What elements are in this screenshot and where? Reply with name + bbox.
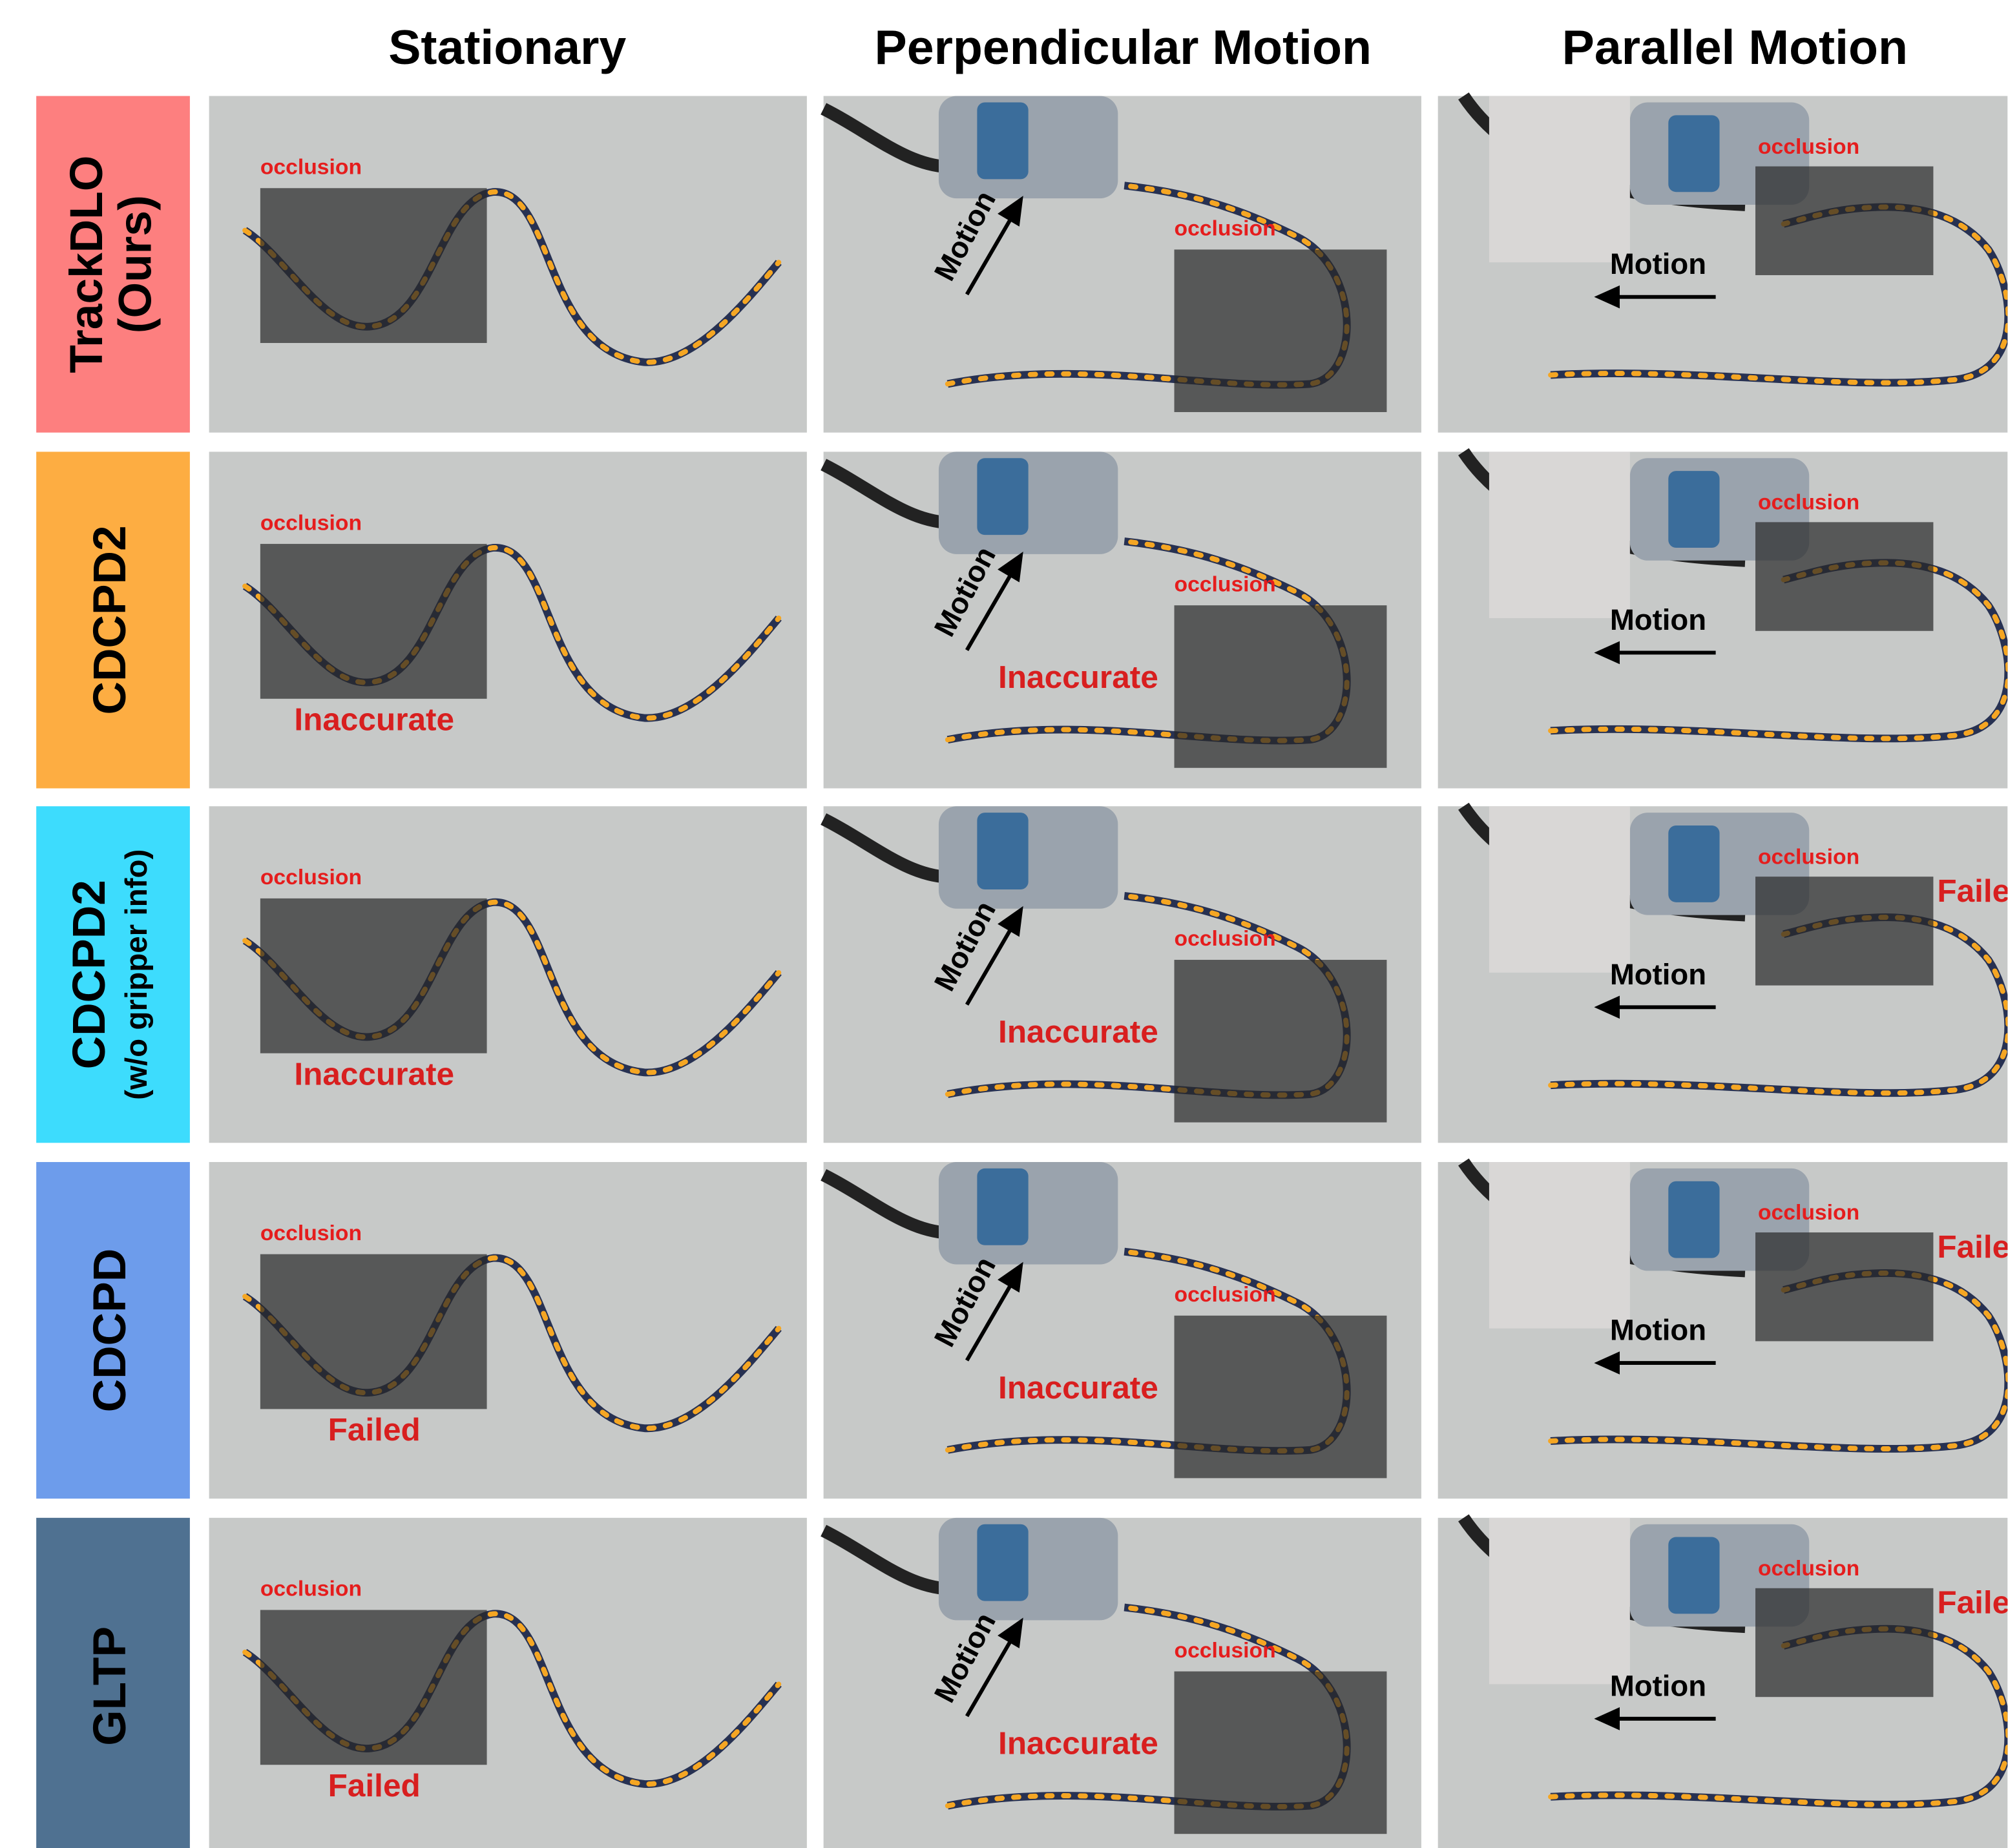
occlusion-label: occlusion xyxy=(260,1577,362,1601)
robot-wrist xyxy=(977,813,1028,889)
image-cell: occlusion Motion Failed xyxy=(1438,1518,2008,1848)
figure-body: Stationary Perpendicular Motion Parallel M… xyxy=(36,20,2008,1848)
occlusion-label: occlusion xyxy=(1175,217,1276,241)
result-label: Inaccurate xyxy=(294,1056,454,1092)
image-cell: occlusion Inaccurate xyxy=(209,452,807,788)
result-label: Failed xyxy=(1937,1585,2008,1621)
row-label-text: GLTP xyxy=(84,1626,136,1746)
image-cell: occlusion xyxy=(209,96,807,433)
row-label-sub: (w/o gripper info) xyxy=(120,849,154,1100)
occlusion-box xyxy=(1175,1316,1387,1479)
occlusion-box xyxy=(1755,167,1933,275)
column-header: Stationary xyxy=(388,20,626,74)
occlusion-box xyxy=(260,1254,487,1409)
occlusion-label: occlusion xyxy=(1758,1201,1859,1225)
robot-wrist xyxy=(977,1524,1028,1601)
occlusion-label: occlusion xyxy=(260,1221,362,1245)
result-label: Inaccurate xyxy=(998,1014,1158,1050)
robot-base xyxy=(1489,96,1630,263)
row-label-text: CDCPD xyxy=(84,1249,136,1413)
row-label-text: CDCPD2 xyxy=(84,525,136,714)
occlusion-label: occlusion xyxy=(1758,845,1859,869)
occlusion-box xyxy=(1755,877,1933,985)
row-label: GLTP xyxy=(84,1626,136,1746)
robot-base xyxy=(1489,1518,1630,1685)
row-label: CDCPD xyxy=(84,1249,136,1413)
robot-wrist xyxy=(977,1168,1028,1245)
motion-label: Motion xyxy=(1610,603,1706,636)
occlusion-box xyxy=(1175,1672,1387,1834)
row-label: CDCPD2(w/o gripper info) xyxy=(63,849,154,1100)
image-cell: occlusion Motion xyxy=(1438,452,2008,788)
row-label-text: CDCPD2 xyxy=(63,880,115,1069)
occlusion-box xyxy=(1755,522,1933,630)
robot-wrist xyxy=(977,458,1028,535)
image-cell: occlusionMotionInaccurate xyxy=(824,806,1421,1143)
result-label: Inaccurate xyxy=(998,1370,1158,1406)
occlusion-label: occlusion xyxy=(1758,135,1859,159)
result-label: Failed xyxy=(328,1768,421,1803)
row-label-sub: (Ours) xyxy=(109,195,161,333)
occlusion-box xyxy=(1755,1232,1933,1341)
occlusion-box xyxy=(260,1610,487,1765)
image-cell: occlusion Failed xyxy=(209,1162,807,1499)
image-cell: occlusion Inaccurate xyxy=(209,806,807,1143)
result-label: Failed xyxy=(1937,873,2008,909)
result-label: Inaccurate xyxy=(294,702,454,738)
occlusion-label: occlusion xyxy=(1175,1283,1276,1307)
occlusion-box xyxy=(1755,1588,1933,1697)
row-label-text: TrackDLO xyxy=(61,156,112,373)
motion-label: Motion xyxy=(1610,247,1706,280)
column-header: Parallel Motion xyxy=(1562,20,1908,74)
robot-wrist xyxy=(1668,1181,1719,1258)
robot-wrist xyxy=(1668,471,1719,548)
image-cell: occlusion Motion Failed xyxy=(1438,806,2008,1143)
occlusion-label: occlusion xyxy=(1175,1639,1276,1663)
occlusion-box xyxy=(1175,249,1387,412)
image-cell: occlusion Failed xyxy=(209,1518,807,1848)
motion-label: Motion xyxy=(1610,1314,1706,1347)
result-label: Inaccurate xyxy=(998,659,1158,695)
robot-wrist xyxy=(977,103,1028,180)
occlusion-label: occlusion xyxy=(260,866,362,889)
result-label: Failed xyxy=(328,1412,421,1448)
occlusion-box xyxy=(1175,605,1387,768)
occlusion-label: occlusion xyxy=(1175,572,1276,596)
occlusion-label: occlusion xyxy=(260,155,362,179)
occlusion-box xyxy=(1175,960,1387,1123)
occlusion-label: occlusion xyxy=(260,511,362,535)
occlusion-box xyxy=(260,544,487,699)
robot-base xyxy=(1489,452,1630,618)
row-label: CDCPD2 xyxy=(84,525,136,714)
robot-base xyxy=(1489,1162,1630,1329)
column-header: Perpendicular Motion xyxy=(875,20,1372,74)
robot-wrist xyxy=(1668,1537,1719,1614)
result-label: Failed xyxy=(1937,1229,2008,1265)
image-cell: occlusion Motion xyxy=(1438,96,2008,433)
occlusion-label: occlusion xyxy=(1175,927,1276,951)
result-label: Inaccurate xyxy=(998,1726,1158,1761)
motion-label: Motion xyxy=(1610,1669,1706,1702)
occlusion-label: occlusion xyxy=(1758,491,1859,515)
page: Stationary Perpendicular Motion Parallel M… xyxy=(0,0,2008,1848)
occlusion-label: occlusion xyxy=(1758,1557,1859,1581)
occlusion-box xyxy=(260,898,487,1054)
image-cell: occlusion Motion Failed xyxy=(1438,1162,2008,1499)
robot-wrist xyxy=(1668,825,1719,902)
robot-base xyxy=(1489,806,1630,973)
motion-label: Motion xyxy=(1610,958,1706,991)
occlusion-box xyxy=(260,188,487,343)
robot-wrist xyxy=(1668,115,1719,192)
figure: Stationary Perpendicular Motion Parallel M… xyxy=(0,0,2008,1848)
